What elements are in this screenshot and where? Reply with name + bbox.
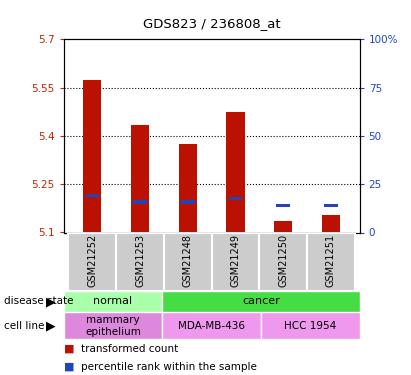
Text: HCC 1954: HCC 1954	[284, 321, 337, 331]
Bar	[261, 312, 360, 339]
Bar	[133, 200, 147, 204]
Text: GSM21251: GSM21251	[326, 234, 336, 287]
Bar	[85, 194, 99, 197]
Text: ■: ■	[64, 344, 74, 354]
Text: MDA-MB-436: MDA-MB-436	[178, 321, 245, 331]
Bar	[64, 291, 162, 312]
Bar	[307, 232, 355, 291]
Text: GDS823 / 236808_at: GDS823 / 236808_at	[143, 17, 280, 30]
Text: GSM21253: GSM21253	[135, 234, 145, 287]
Text: normal: normal	[93, 297, 133, 306]
Text: percentile rank within the sample: percentile rank within the sample	[81, 362, 257, 372]
Bar	[164, 232, 212, 291]
Text: GSM21248: GSM21248	[183, 234, 193, 287]
Text: GSM21250: GSM21250	[278, 234, 288, 287]
Text: cell line: cell line	[4, 321, 44, 331]
Bar	[116, 232, 164, 291]
Text: mammary
epithelium: mammary epithelium	[85, 315, 141, 337]
Text: GSM21252: GSM21252	[88, 234, 97, 287]
Bar	[181, 200, 194, 204]
Bar	[274, 221, 292, 232]
Bar	[229, 197, 242, 200]
Text: transformed count: transformed count	[81, 344, 178, 354]
Text: ■: ■	[64, 362, 74, 372]
Text: ▶: ▶	[46, 320, 55, 332]
Bar	[259, 232, 307, 291]
Bar	[131, 124, 149, 232]
Bar	[179, 144, 197, 232]
Bar	[277, 204, 290, 207]
Bar	[162, 291, 360, 312]
Bar	[226, 112, 245, 232]
Text: GSM21249: GSM21249	[231, 234, 240, 287]
Text: ▶: ▶	[46, 295, 55, 308]
Bar	[324, 204, 338, 207]
Bar	[162, 312, 261, 339]
Bar	[212, 232, 259, 291]
Text: disease state: disease state	[4, 297, 74, 306]
Bar	[64, 312, 162, 339]
Bar	[69, 232, 116, 291]
Text: cancer: cancer	[242, 297, 280, 306]
Bar	[83, 80, 102, 232]
Bar	[322, 215, 340, 232]
